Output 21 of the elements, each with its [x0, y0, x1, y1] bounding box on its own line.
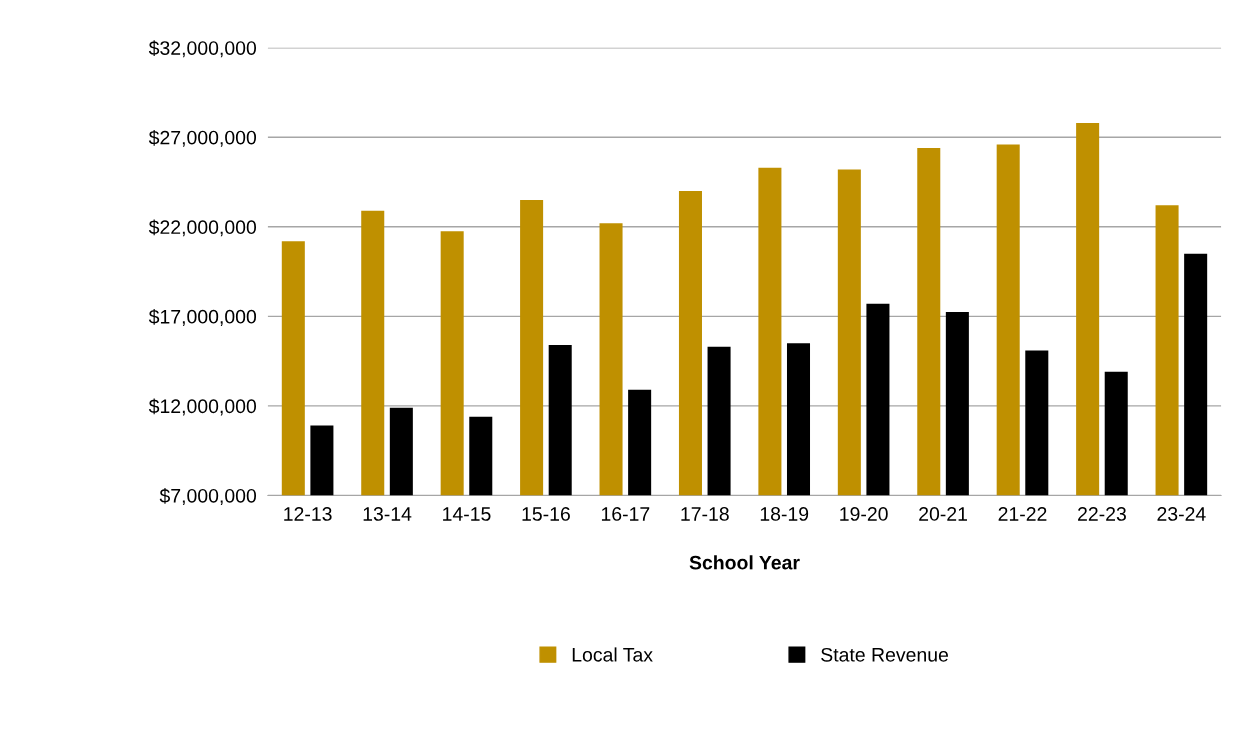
x-tick-label: 16-17: [601, 507, 650, 521]
x-tick-label: 19-20: [840, 507, 888, 521]
x-tick-label: 17-18: [681, 507, 729, 521]
y-tick-label: $7,000,000: [159, 488, 257, 505]
x-tick-label: 22-23: [1078, 507, 1126, 521]
x-tick-label: 15-16: [522, 507, 570, 521]
legend-label: Local Tax: [572, 647, 653, 662]
y-tick-label: $32,000,000: [148, 40, 257, 58]
legend-label: State Revenue: [821, 647, 949, 662]
y-tick-label: $12,000,000: [148, 398, 257, 416]
y-tick-label: $27,000,000: [148, 129, 257, 147]
x-tick-label: 13-14: [363, 507, 412, 521]
x-tick-label: 18-19: [760, 507, 809, 521]
x-axis-title: School Year: [689, 555, 800, 570]
y-tick-label: $17,000,000: [148, 309, 257, 326]
x-tick-label: 12-13: [284, 507, 332, 521]
x-tick-label: 23-24: [1157, 507, 1206, 521]
x-tick-label: 21-22: [998, 507, 1047, 521]
x-tick-label: 14-15: [443, 507, 491, 521]
y-tick-label: $22,000,000: [148, 219, 257, 237]
x-tick-label: 20-21: [919, 507, 967, 521]
